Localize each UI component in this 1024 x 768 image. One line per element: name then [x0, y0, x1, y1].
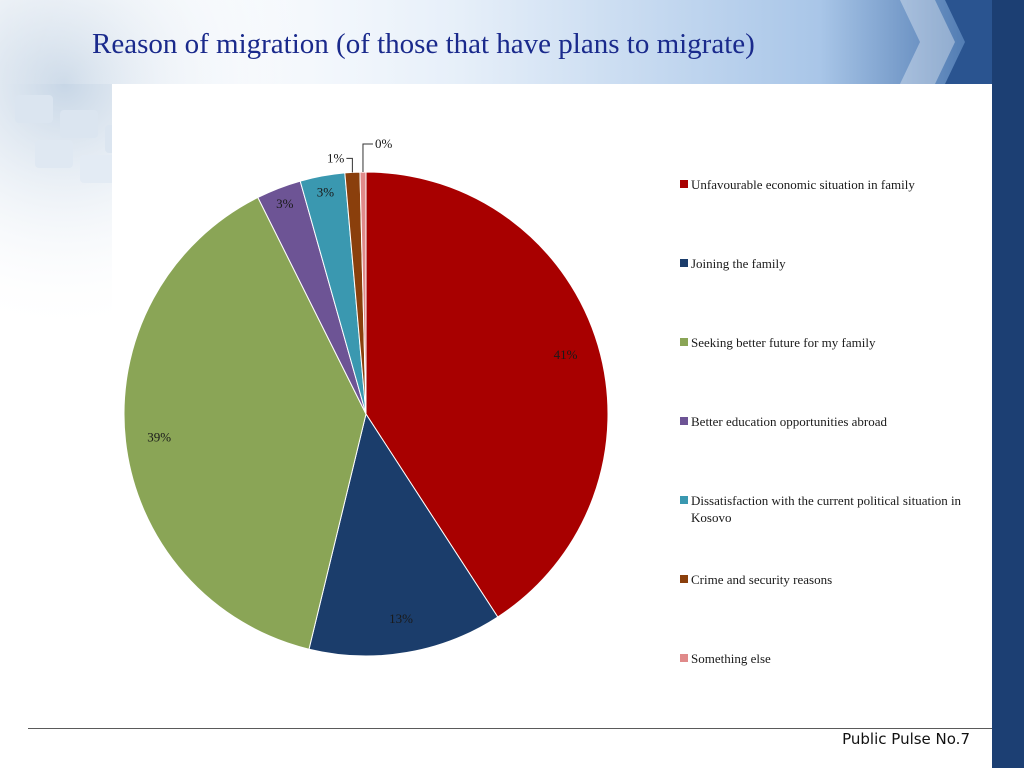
data-labels: 41% 13% 39% 3% 3% 1% 0% — [147, 136, 577, 626]
legend-swatch — [680, 259, 688, 267]
legend-item: Crime and security reasons — [680, 571, 970, 588]
chevron-right-icon — [900, 0, 955, 84]
legend-item: Something else — [680, 650, 970, 667]
legend-item: Better education opportunities abroad — [680, 413, 970, 430]
header-banner — [0, 0, 1024, 84]
legend-label: Something else — [691, 651, 771, 666]
pie-slices — [123, 171, 609, 657]
pie-slice — [359, 171, 367, 415]
right-accent-bar — [992, 0, 1024, 768]
legend-swatch — [680, 338, 688, 346]
keyboard-key — [35, 140, 73, 168]
pie-slice — [123, 196, 367, 650]
footer-text: Public Pulse No.7 — [842, 730, 970, 748]
legend-swatch — [680, 496, 688, 504]
legend-swatch — [680, 180, 688, 188]
data-label: 3% — [317, 185, 335, 200]
legend-label: Joining the family — [691, 256, 786, 271]
data-label: 13% — [389, 611, 413, 626]
keyboard-key — [60, 110, 98, 138]
legend-item: Dissatisfaction with the current politic… — [680, 492, 970, 526]
legend-swatch — [680, 575, 688, 583]
legend-label: Dissatisfaction with the current politic… — [691, 493, 962, 525]
data-label: 0% — [375, 136, 393, 151]
legend-item: Unfavourable economic situation in famil… — [680, 176, 970, 193]
data-label: 1% — [327, 150, 345, 165]
page-title: Reason of migration (of those that have … — [92, 28, 755, 60]
leader-line — [346, 157, 353, 173]
legend-item: Seeking better future for my family — [680, 334, 970, 351]
data-label: 39% — [147, 429, 171, 444]
legend-item: Joining the family — [680, 255, 970, 272]
keyboard-key — [80, 155, 118, 183]
leader-lines — [346, 143, 373, 173]
legend-label: Seeking better future for my family — [691, 335, 876, 350]
data-label: 3% — [276, 196, 294, 211]
legend-label: Unfavourable economic situation in famil… — [691, 177, 915, 192]
data-label: 41% — [554, 347, 578, 362]
legend-label: Crime and security reasons — [691, 572, 833, 587]
keyboard-key — [15, 95, 53, 123]
pie-slice — [365, 171, 609, 618]
legend-swatch — [680, 417, 688, 425]
leader-line — [362, 143, 373, 173]
legend-label: Better education opportunities abroad — [691, 414, 888, 429]
footer-divider — [28, 728, 992, 729]
legend-swatch — [680, 654, 688, 662]
pie-slice — [308, 412, 499, 657]
